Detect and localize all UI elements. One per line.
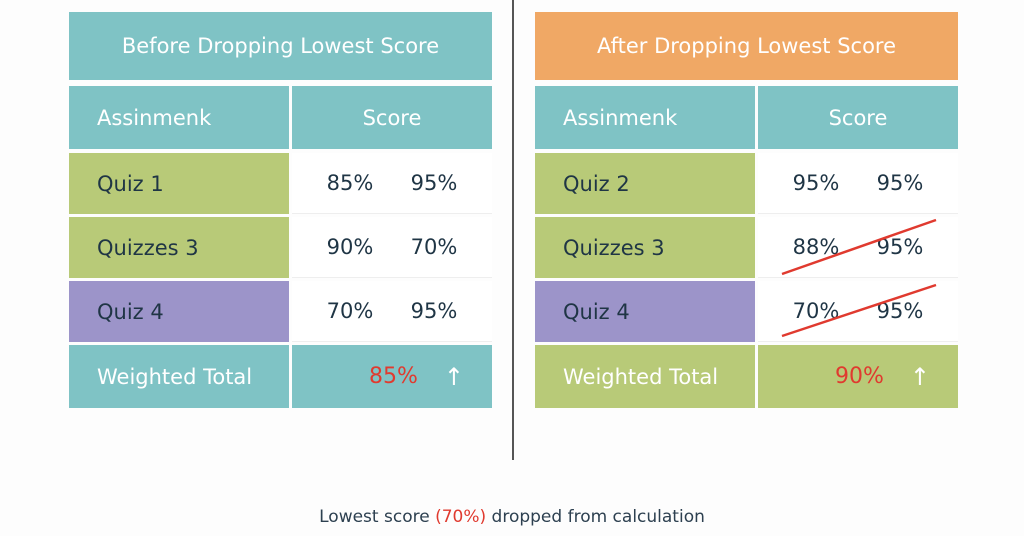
table-row: Quizzes 3 88% 95% [535, 217, 958, 278]
score-value: 88% [792, 235, 840, 259]
score-value: 95% [876, 171, 924, 195]
before-title: Before Dropping Lowest Score [69, 12, 492, 80]
total-cell: 85% ↑ [292, 345, 492, 408]
score-header: Score [292, 86, 492, 149]
divider [512, 0, 514, 460]
assignment-label: Quiz 4 [69, 281, 289, 342]
score-value: 95% [410, 299, 458, 323]
score-cell: 70% 95% [292, 281, 492, 342]
footer-highlight: (70%) [435, 507, 487, 527]
table-row: Quiz 4 70% 95% [69, 281, 492, 342]
score-cell: 90% 70% [292, 217, 492, 278]
after-table: After Dropping Lowest Score Assinmenk Sc… [535, 12, 958, 411]
total-value: 85% [368, 364, 418, 389]
score-cell: 85% 95% [292, 153, 492, 214]
arrow-up-icon: ↑ [909, 362, 930, 391]
table-row: Quiz 4 70% 95% [535, 281, 958, 342]
score-cell: 95% 95% [758, 153, 958, 214]
total-row: Weighted Total 85% ↑ [69, 345, 492, 408]
score-value: 95% [876, 235, 924, 259]
assignment-label: Quiz 4 [535, 281, 755, 342]
after-title: After Dropping Lowest Score [535, 12, 958, 80]
score-header: Score [758, 86, 958, 149]
total-value: 90% [834, 364, 884, 389]
assignment-label: Quiz 2 [535, 153, 755, 214]
table-row: Quiz 2 95% 95% [535, 153, 958, 214]
footer-note: Lowest score (70%) dropped from calculat… [0, 507, 1024, 527]
assignment-header: Assinmenk [535, 86, 755, 149]
header-row: Assinmenk Score [69, 86, 492, 149]
arrow-up-icon: ↑ [443, 362, 464, 391]
before-table: Before Dropping Lowest Score Assinmenk S… [69, 12, 492, 411]
score-value: 95% [876, 299, 924, 323]
score-value: 95% [792, 171, 840, 195]
score-value: 70% [410, 235, 458, 259]
total-label: Weighted Total [69, 345, 289, 408]
score-cell: 88% 95% [758, 217, 958, 278]
assignment-label: Quizzes 3 [535, 217, 755, 278]
score-cell: 70% 95% [758, 281, 958, 342]
score-value: 85% [326, 171, 374, 195]
total-cell: 90% ↑ [758, 345, 958, 408]
footer-text: Lowest score [319, 507, 436, 527]
score-value: 70% [326, 299, 374, 323]
assignment-label: Quiz 1 [69, 153, 289, 214]
table-row: Quiz 1 85% 95% [69, 153, 492, 214]
table-row: Quizzes 3 90% 70% [69, 217, 492, 278]
score-value: 70% [792, 299, 840, 323]
score-value: 90% [326, 235, 374, 259]
assignment-label: Quizzes 3 [69, 217, 289, 278]
footer-text: dropped from calculation [486, 507, 705, 527]
assignment-header: Assinmenk [69, 86, 289, 149]
header-row: Assinmenk Score [535, 86, 958, 149]
total-row: Weighted Total 90% ↑ [535, 345, 958, 408]
score-value: 95% [410, 171, 458, 195]
total-label: Weighted Total [535, 345, 755, 408]
